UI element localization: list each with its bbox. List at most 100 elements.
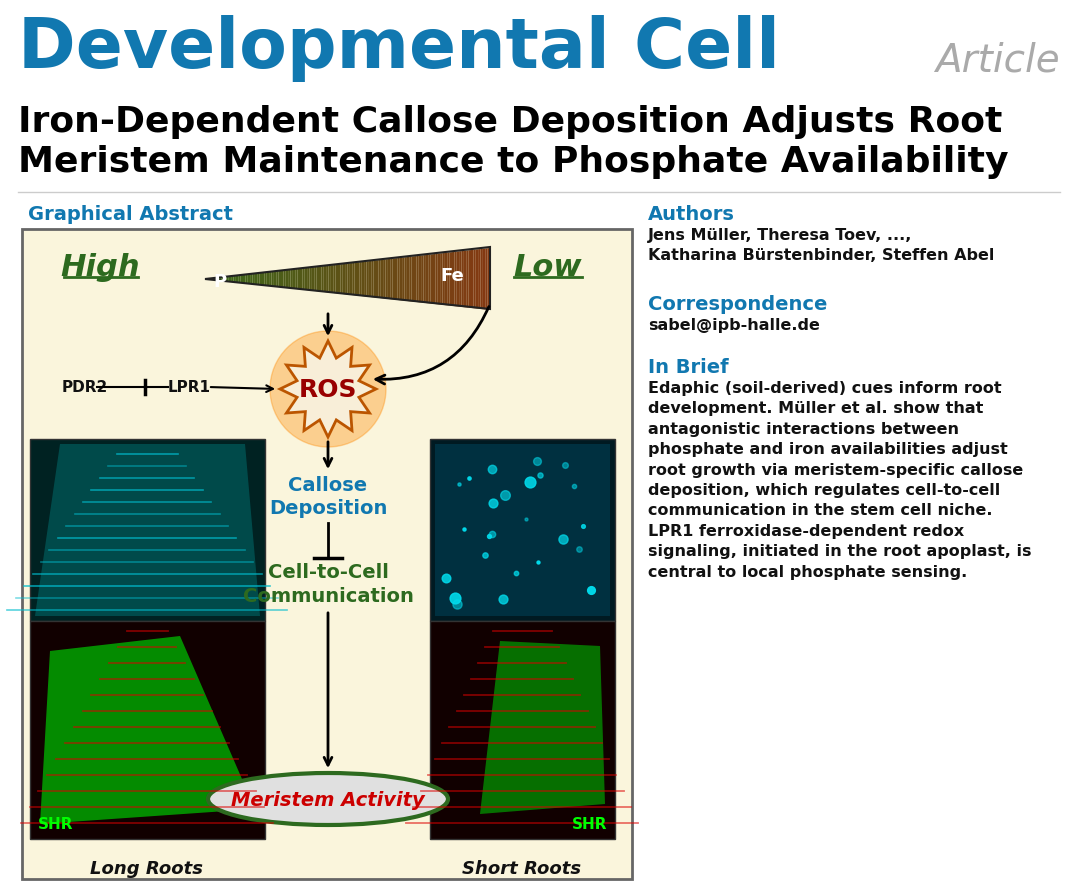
Polygon shape bbox=[40, 637, 255, 824]
Text: Graphical Abstract: Graphical Abstract bbox=[28, 205, 233, 224]
Polygon shape bbox=[288, 270, 290, 289]
Polygon shape bbox=[284, 271, 286, 289]
Ellipse shape bbox=[208, 773, 448, 825]
Polygon shape bbox=[317, 267, 319, 292]
Polygon shape bbox=[475, 250, 479, 309]
Polygon shape bbox=[392, 259, 395, 300]
Polygon shape bbox=[353, 264, 355, 296]
Polygon shape bbox=[258, 274, 260, 285]
Polygon shape bbox=[264, 273, 266, 286]
Polygon shape bbox=[404, 257, 406, 301]
Text: Long Roots: Long Roots bbox=[91, 859, 204, 877]
Polygon shape bbox=[210, 279, 212, 281]
Polygon shape bbox=[426, 256, 428, 304]
Text: Cell-to-Cell
Communication: Cell-to-Cell Communication bbox=[243, 562, 414, 605]
Polygon shape bbox=[390, 259, 392, 300]
Polygon shape bbox=[414, 257, 416, 303]
Polygon shape bbox=[234, 276, 236, 283]
Polygon shape bbox=[450, 253, 452, 307]
Polygon shape bbox=[467, 251, 469, 308]
Polygon shape bbox=[286, 271, 288, 289]
Polygon shape bbox=[436, 255, 438, 305]
Polygon shape bbox=[376, 261, 378, 299]
Polygon shape bbox=[471, 250, 473, 308]
Text: Jens Müller, Theresa Toev, ...,
Katharina Bürstenbinder, Steffen Abel: Jens Müller, Theresa Toev, ..., Katharin… bbox=[648, 228, 994, 263]
Text: Article: Article bbox=[936, 42, 1060, 80]
Polygon shape bbox=[215, 278, 217, 281]
Polygon shape bbox=[454, 252, 457, 307]
Polygon shape bbox=[224, 277, 226, 282]
Polygon shape bbox=[343, 265, 345, 295]
Text: PDR2: PDR2 bbox=[63, 380, 108, 395]
Polygon shape bbox=[367, 262, 369, 298]
Polygon shape bbox=[276, 272, 278, 288]
FancyBboxPatch shape bbox=[22, 230, 632, 879]
Polygon shape bbox=[298, 269, 300, 290]
Polygon shape bbox=[335, 266, 338, 294]
Text: LPR1: LPR1 bbox=[168, 380, 211, 395]
FancyBboxPatch shape bbox=[30, 440, 265, 621]
Polygon shape bbox=[388, 259, 390, 299]
Polygon shape bbox=[266, 273, 270, 287]
Text: Developmental Cell: Developmental Cell bbox=[18, 15, 780, 82]
Polygon shape bbox=[487, 249, 490, 310]
Polygon shape bbox=[442, 254, 445, 306]
Polygon shape bbox=[331, 266, 333, 293]
Polygon shape bbox=[421, 256, 424, 303]
Polygon shape bbox=[226, 277, 229, 283]
Polygon shape bbox=[402, 258, 404, 301]
Polygon shape bbox=[319, 267, 321, 292]
Polygon shape bbox=[480, 641, 605, 814]
Polygon shape bbox=[309, 268, 312, 291]
Polygon shape bbox=[293, 270, 295, 290]
Polygon shape bbox=[207, 279, 210, 280]
Polygon shape bbox=[345, 265, 347, 295]
FancyBboxPatch shape bbox=[430, 440, 616, 621]
Polygon shape bbox=[438, 254, 440, 305]
Polygon shape bbox=[302, 269, 305, 291]
Polygon shape bbox=[252, 274, 254, 285]
Polygon shape bbox=[323, 266, 327, 293]
FancyBboxPatch shape bbox=[430, 621, 616, 839]
Polygon shape bbox=[400, 258, 402, 301]
Polygon shape bbox=[240, 275, 243, 283]
Text: P: P bbox=[213, 273, 226, 291]
Text: SHR: SHR bbox=[38, 816, 73, 831]
Text: Fe: Fe bbox=[440, 266, 464, 284]
Polygon shape bbox=[459, 252, 461, 308]
Polygon shape bbox=[300, 269, 302, 291]
Polygon shape bbox=[433, 255, 436, 305]
Polygon shape bbox=[464, 251, 467, 308]
Polygon shape bbox=[479, 249, 481, 309]
Polygon shape bbox=[278, 272, 281, 288]
Polygon shape bbox=[355, 263, 357, 296]
Polygon shape bbox=[424, 256, 426, 304]
Polygon shape bbox=[410, 257, 412, 302]
Text: sabel@ipb-halle.de: sabel@ipb-halle.de bbox=[648, 317, 820, 333]
Text: Meristem Activity: Meristem Activity bbox=[231, 789, 425, 808]
Polygon shape bbox=[369, 262, 371, 298]
Text: SHR: SHR bbox=[571, 816, 607, 831]
Polygon shape bbox=[469, 251, 471, 308]
Polygon shape bbox=[231, 276, 234, 283]
Polygon shape bbox=[219, 278, 222, 282]
Circle shape bbox=[270, 332, 386, 448]
Polygon shape bbox=[238, 276, 240, 283]
Polygon shape bbox=[452, 253, 454, 307]
Polygon shape bbox=[371, 261, 374, 298]
Polygon shape bbox=[34, 444, 260, 616]
Polygon shape bbox=[359, 263, 362, 297]
Polygon shape bbox=[274, 272, 276, 288]
Polygon shape bbox=[483, 249, 485, 310]
Polygon shape bbox=[280, 342, 376, 437]
Polygon shape bbox=[222, 278, 224, 282]
Polygon shape bbox=[212, 279, 215, 281]
Polygon shape bbox=[321, 266, 323, 292]
FancyBboxPatch shape bbox=[30, 621, 265, 839]
Polygon shape bbox=[416, 257, 418, 303]
Polygon shape bbox=[473, 250, 475, 309]
Polygon shape bbox=[315, 267, 317, 291]
Polygon shape bbox=[217, 278, 219, 282]
Polygon shape bbox=[307, 268, 309, 291]
Polygon shape bbox=[333, 266, 335, 294]
